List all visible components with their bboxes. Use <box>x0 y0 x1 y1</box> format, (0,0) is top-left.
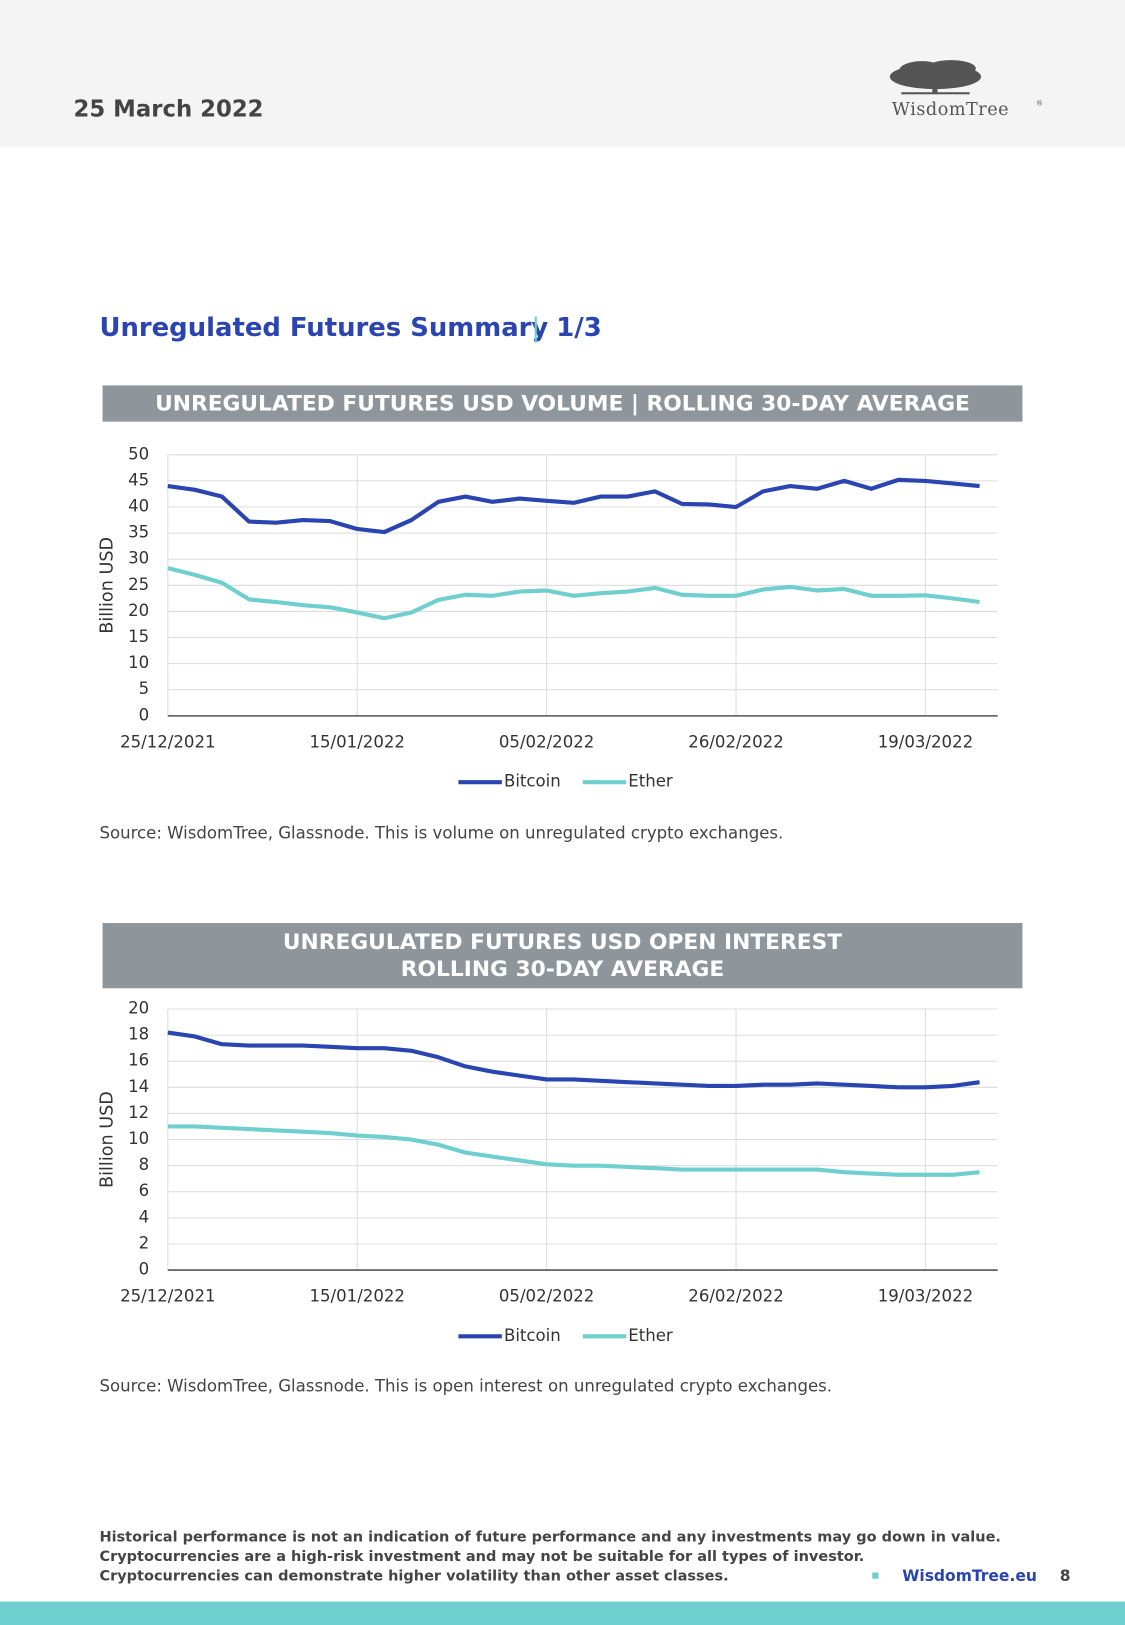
y-tick-label: 18 <box>128 1025 149 1044</box>
y-tick-label: 14 <box>128 1077 149 1096</box>
series-line <box>167 477 980 535</box>
legend-label: Ether <box>628 1326 673 1345</box>
y-tick-label: 8 <box>139 1155 150 1174</box>
x-tick-label: 05/02/2022 <box>499 732 594 751</box>
legend-label: Bitcoin <box>504 772 561 791</box>
legend-label: Ether <box>628 772 673 791</box>
chart-title: UNREGULATED FUTURES USD OPEN INTEREST <box>283 930 842 955</box>
chart-banner <box>102 923 1023 989</box>
y-tick-label: 15 <box>128 627 149 646</box>
x-tick-label: 15/01/2022 <box>309 1286 404 1305</box>
section-part: 1/3 <box>556 313 601 343</box>
chart-source: Source: WisdomTree, Glassnode. This is o… <box>99 1377 832 1396</box>
x-tick-label: 19/03/2022 <box>878 1286 973 1305</box>
y-tick-label: 20 <box>128 601 149 620</box>
legend-label: Bitcoin <box>504 1326 561 1345</box>
y-tick-label: 10 <box>128 1129 149 1148</box>
y-tick-label: 5 <box>139 679 150 698</box>
y-tick-label: 25 <box>128 575 149 594</box>
logo-text: WisdomTree <box>892 100 1009 120</box>
series-line <box>167 1030 980 1090</box>
chart-banner <box>102 385 1023 422</box>
y-axis-label: Billion USD <box>98 537 118 634</box>
y-tick-label: 0 <box>139 705 150 724</box>
footer-band <box>0 1601 1125 1625</box>
y-tick-label: 50 <box>128 444 149 463</box>
y-tick-label: 6 <box>139 1181 150 1200</box>
y-tick-label: 45 <box>128 470 149 489</box>
x-tick-label: 05/02/2022 <box>499 1286 594 1305</box>
x-tick-label: 25/12/2021 <box>120 1286 215 1305</box>
series-line <box>167 566 980 621</box>
y-tick-label: 4 <box>139 1207 150 1226</box>
y-tick-label: 20 <box>128 999 149 1018</box>
x-tick-label: 26/02/2022 <box>688 1286 783 1305</box>
chart-title: UNREGULATED FUTURES USD VOLUME | ROLLING… <box>155 392 970 417</box>
section-title: Unregulated Futures Summary <box>99 313 548 343</box>
logo-mark: ® <box>1036 99 1043 108</box>
x-tick-label: 26/02/2022 <box>688 732 783 751</box>
y-tick-label: 35 <box>128 523 149 542</box>
chart-title: ROLLING 30-DAY AVERAGE <box>401 957 724 982</box>
disclaimer: Cryptocurrencies are a high-risk investm… <box>99 1549 864 1565</box>
y-tick-label: 16 <box>128 1051 149 1070</box>
section-separator: | <box>531 313 540 343</box>
logo-tree <box>889 60 982 95</box>
y-tick-label: 2 <box>139 1233 150 1252</box>
x-tick-label: 15/01/2022 <box>309 732 404 751</box>
disclaimer: Cryptocurrencies can demonstrate higher … <box>99 1569 728 1585</box>
y-tick-label: 30 <box>128 549 149 568</box>
x-tick-label: 25/12/2021 <box>120 732 215 751</box>
chart-source: Source: WisdomTree, Glassnode. This is v… <box>99 823 783 842</box>
y-axis-label: Billion USD <box>98 1091 118 1188</box>
footer-bullet <box>872 1572 879 1579</box>
page-number: 8 <box>1060 1567 1071 1585</box>
y-tick-label: 0 <box>139 1260 150 1279</box>
y-tick-label: 40 <box>128 497 149 516</box>
series-line <box>167 1124 980 1177</box>
y-tick-label: 12 <box>128 1103 149 1122</box>
disclaimer: Historical performance is not an indicat… <box>99 1529 1001 1545</box>
x-tick-label: 19/03/2022 <box>878 732 973 751</box>
website[interactable]: WisdomTree.eu <box>902 1567 1037 1585</box>
y-tick-label: 10 <box>128 653 149 672</box>
header-date: 25 March 2022 <box>74 96 264 122</box>
